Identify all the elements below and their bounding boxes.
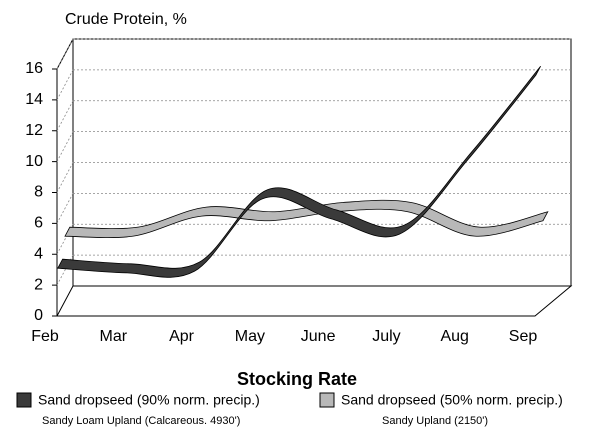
y-tick-label: 10 <box>25 153 43 170</box>
grid-line <box>56 131 74 162</box>
legend-description: Sandy Upland (2150') <box>382 415 488 427</box>
x-tick-label: Apr <box>169 328 195 345</box>
x-tick-label: Feb <box>31 328 59 345</box>
y-tick-label: 2 <box>34 276 43 293</box>
x-tick-label: June <box>301 328 336 345</box>
legend-swatch <box>319 392 335 408</box>
grid-line <box>56 38 74 70</box>
legend-description: Sandy Loam Upland (Calcareous. 4930') <box>42 415 240 427</box>
legend-label: Sand dropseed (50% norm. precip.) <box>341 392 563 408</box>
y-tick-label: 0 <box>34 307 43 324</box>
y-tick-label: 14 <box>25 91 43 108</box>
x-tick-label: May <box>235 328 265 345</box>
x-axis-title: Stocking Rate <box>237 369 357 389</box>
grid-line <box>56 162 74 193</box>
legend-label: Sand dropseed (90% norm. precip.) <box>38 392 260 408</box>
grid-line <box>56 69 74 101</box>
ribbon <box>57 65 541 278</box>
chart-title: Crude Protein, % <box>65 11 187 28</box>
x-tick-label: Mar <box>100 328 128 345</box>
y-tick-label: 4 <box>34 245 43 262</box>
x-tick-label: Aug <box>440 328 468 345</box>
y-tick-label: 16 <box>25 60 43 77</box>
grid-line <box>56 100 74 131</box>
x-tick-label: July <box>372 328 400 345</box>
floor <box>56 285 573 317</box>
grid-line <box>56 193 74 224</box>
y-tick-label: 6 <box>34 215 43 232</box>
x-tick-label: Sep <box>509 328 538 345</box>
y-tick-label: 12 <box>25 122 43 139</box>
legend-swatch <box>16 392 32 408</box>
y-tick-label: 8 <box>34 184 43 201</box>
